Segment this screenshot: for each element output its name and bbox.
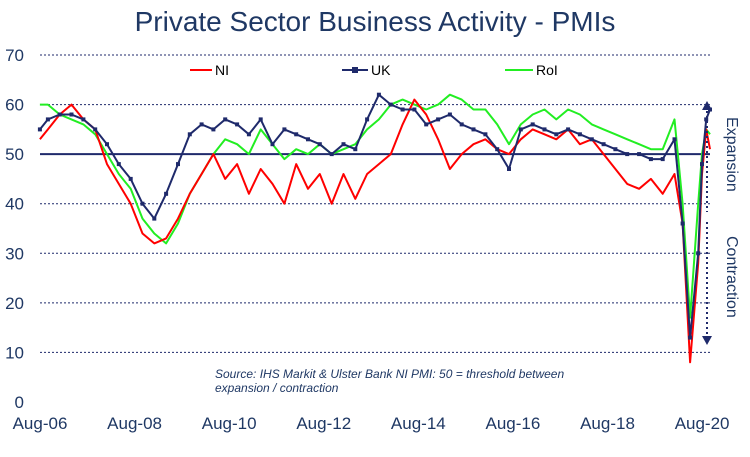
uk-point-10 <box>152 216 157 221</box>
uk-point-12 <box>176 162 180 167</box>
uk-point-38 <box>483 132 488 137</box>
uk-point-50 <box>625 152 630 157</box>
uk-point-6 <box>105 142 109 147</box>
x-tick-Aug-14: Aug-14 <box>391 414 446 433</box>
expansion-arrowhead <box>702 101 712 110</box>
uk-point-48 <box>601 142 606 147</box>
expansion-label: Expansion <box>723 117 740 192</box>
series-line-ni <box>39 98 711 364</box>
source-note-line-2: expansion / contraction <box>215 381 339 395</box>
y-tick-30: 30 <box>5 244 24 263</box>
uk-point-51 <box>637 152 642 157</box>
uk-point-23 <box>306 137 310 142</box>
x-tick-Aug-12: Aug-12 <box>296 414 351 433</box>
uk-point-30 <box>388 102 393 107</box>
x-tick-Aug-20: Aug-20 <box>675 414 730 433</box>
uk-point-59 <box>704 117 709 122</box>
uk-point-21 <box>282 127 287 132</box>
uk-point-22 <box>294 132 299 137</box>
series-line-roi <box>39 93 711 319</box>
uk-point-31 <box>400 107 405 112</box>
y-tick-20: 20 <box>5 294 24 313</box>
y-axis-ticks: 0 10 20 30 40 50 60 70 <box>5 46 24 412</box>
x-tick-Aug-08: Aug-08 <box>107 414 162 433</box>
uk-point-39 <box>495 147 500 152</box>
x-axis-ticks: Aug-06 Aug-08 Aug-10 Aug-12 Aug-14 Aug-16 Aug-… <box>13 414 730 433</box>
uk-point-53 <box>660 157 665 162</box>
contraction-arrowhead <box>702 336 712 345</box>
uk-point-17 <box>235 122 240 127</box>
uk-point-25 <box>329 152 334 157</box>
uk-point-0 <box>37 127 42 132</box>
uk-point-9 <box>140 201 145 206</box>
uk-point-1 <box>45 117 50 122</box>
source-note-line-1: Source: IHS Markit & Ulster Bank NI PMI:… <box>215 367 564 381</box>
uk-point-54 <box>672 137 677 142</box>
uk-point-5 <box>93 127 98 132</box>
uk-point-11 <box>164 191 169 196</box>
uk-point-33 <box>424 122 429 127</box>
uk-point-46 <box>577 132 582 137</box>
uk-point-47 <box>589 137 594 142</box>
uk-point-40 <box>507 167 511 171</box>
uk-point-27 <box>353 147 358 152</box>
legend: NI UK RoI <box>190 62 558 78</box>
uk-point-55 <box>680 221 685 226</box>
contraction-indicator: Contraction <box>702 222 740 345</box>
uk-point-28 <box>365 117 370 122</box>
uk-point-56 <box>688 335 693 340</box>
x-tick-Aug-06: Aug-06 <box>13 414 68 433</box>
y-tick-10: 10 <box>5 343 24 362</box>
uk-point-32 <box>412 107 417 112</box>
uk-point-41 <box>518 127 523 132</box>
uk-point-18 <box>246 132 251 137</box>
uk-point-34 <box>436 117 441 122</box>
uk-point-43 <box>542 127 547 132</box>
uk-point-15 <box>211 127 216 132</box>
uk-point-4 <box>81 117 86 122</box>
x-tick-Aug-16: Aug-16 <box>486 414 541 433</box>
y-tick-0: 0 <box>15 393 24 412</box>
uk-point-13 <box>187 132 192 137</box>
uk-point-8 <box>128 176 133 181</box>
x-tick-Aug-18: Aug-18 <box>580 414 635 433</box>
y-tick-60: 60 <box>5 96 24 115</box>
contraction-label: Contraction <box>723 236 740 318</box>
uk-point-42 <box>530 122 535 127</box>
legend-label-roi: RoI <box>536 62 558 78</box>
legend-label-ni: NI <box>215 62 229 78</box>
uk-point-26 <box>341 142 346 147</box>
uk-point-57 <box>696 251 701 256</box>
chart-title: Private Sector Business Activity - PMIs <box>134 6 616 37</box>
y-tick-50: 50 <box>5 145 24 164</box>
expansion-indicator: Expansion <box>702 101 740 212</box>
legend-label-uk: UK <box>371 62 391 78</box>
uk-point-52 <box>648 157 653 162</box>
uk-point-16 <box>223 117 228 122</box>
uk-point-7 <box>116 162 121 167</box>
uk-point-19 <box>258 117 263 122</box>
uk-point-2 <box>57 112 62 117</box>
uk-point-45 <box>566 127 571 132</box>
uk-point-24 <box>317 142 322 147</box>
uk-point-29 <box>376 92 381 97</box>
legend-marker-uk <box>352 67 358 73</box>
uk-point-44 <box>554 132 559 137</box>
uk-point-3 <box>69 112 74 117</box>
uk-point-36 <box>459 122 464 127</box>
x-tick-Aug-10: Aug-10 <box>202 414 257 433</box>
y-tick-40: 40 <box>5 195 24 214</box>
uk-point-37 <box>471 127 476 132</box>
uk-point-14 <box>199 122 204 127</box>
series-lines <box>37 92 712 364</box>
y-tick-70: 70 <box>5 46 24 65</box>
uk-point-49 <box>613 147 618 152</box>
uk-point-58 <box>700 162 704 167</box>
uk-point-35 <box>447 112 452 117</box>
uk-point-20 <box>270 142 275 147</box>
